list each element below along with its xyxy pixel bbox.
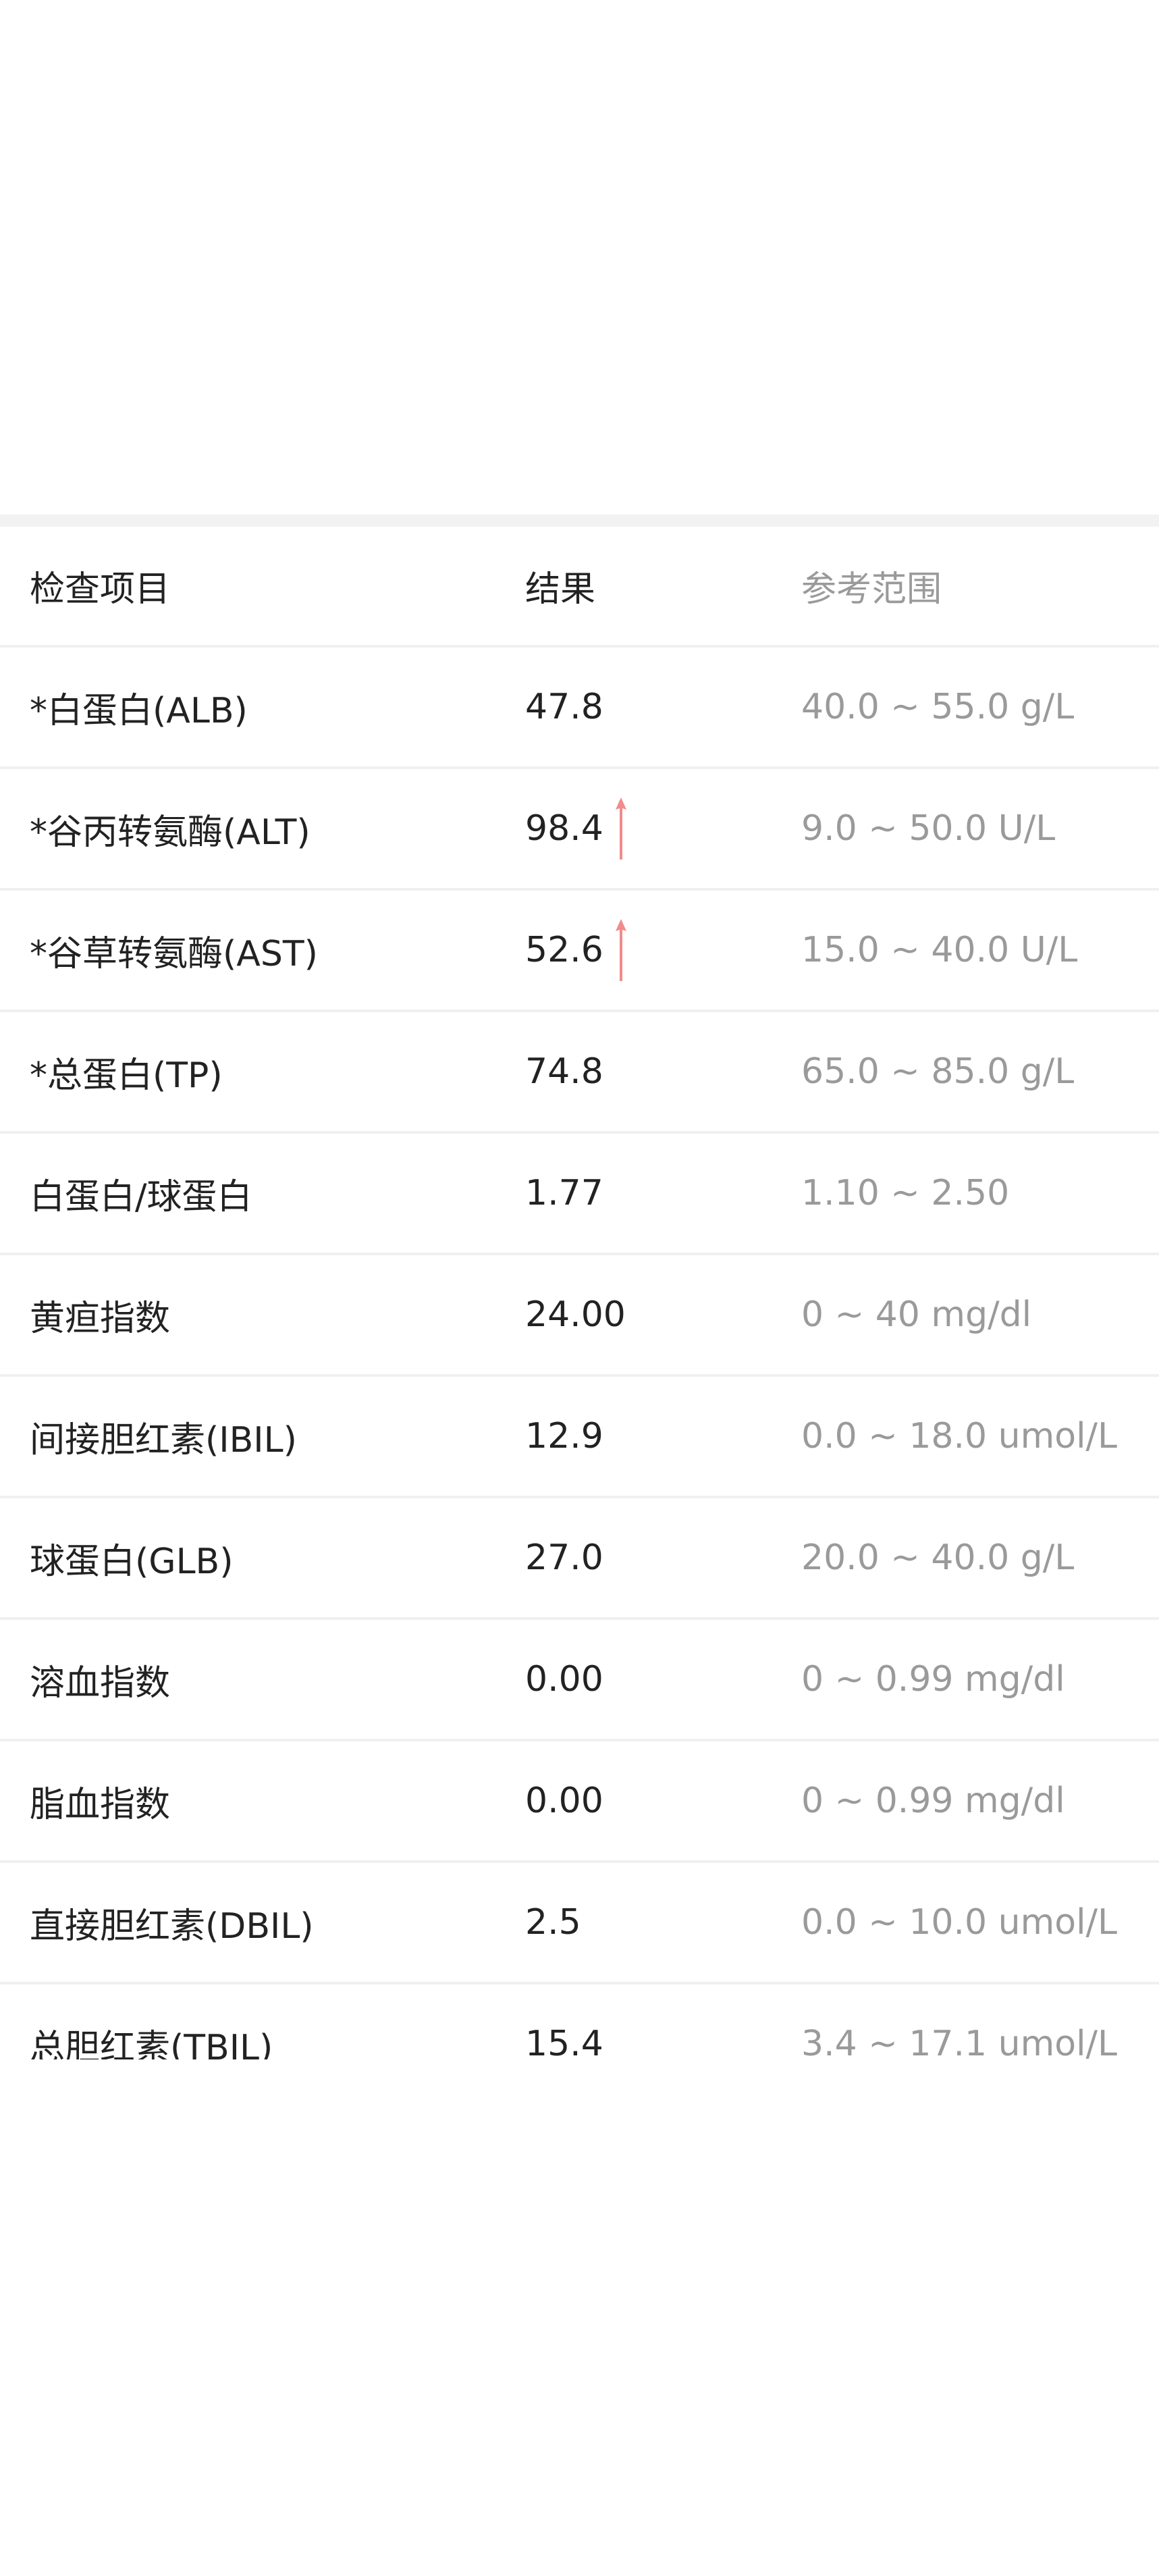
result-value: 12.9 bbox=[525, 1377, 603, 1496]
result-value: 0.00 bbox=[525, 1741, 603, 1860]
reference-range: 20.0 ~ 40.0 g/L bbox=[801, 1537, 1075, 1578]
item-name: 溶血指数 bbox=[30, 1662, 171, 1704]
result-value: 47.8 bbox=[525, 648, 603, 766]
reference-range: 0.0 ~ 10.0 umol/L bbox=[801, 1902, 1117, 1943]
result-text: 15.4 bbox=[525, 2024, 603, 2059]
table-row[interactable]: 间接胆红素(IBIL) 12.9 0.0 ~ 18.0 umol/L bbox=[0, 1377, 1159, 1498]
item-name: *白蛋白(ALB) bbox=[30, 690, 248, 731]
table-row[interactable]: 脂血指数 0.00 0 ~ 0.99 mg/dl bbox=[0, 1741, 1159, 1863]
header-result: 结果 bbox=[525, 569, 596, 610]
table-row[interactable]: 白蛋白/球蛋白 1.77 1.10 ~ 2.50 bbox=[0, 1134, 1159, 1255]
item-name: 白蛋白/球蛋白 bbox=[30, 1176, 252, 1217]
item-name: 间接胆红素(IBIL) bbox=[30, 1419, 297, 1461]
table-row[interactable]: *谷丙转氨酶(ALT) 98.4 9.0 ~ 50.0 U/L bbox=[0, 769, 1159, 891]
table-row[interactable]: *谷草转氨酶(AST) 52.6 15.0 ~ 40.0 U/L bbox=[0, 891, 1159, 1012]
result-text: 98.4 bbox=[525, 808, 603, 849]
table-row[interactable]: *总蛋白(TP) 74.8 65.0 ~ 85.0 g/L bbox=[0, 1012, 1159, 1134]
result-text: 52.6 bbox=[525, 930, 603, 970]
result-text: 27.0 bbox=[525, 1537, 603, 1578]
item-name: *谷丙转氨酶(ALT) bbox=[30, 812, 311, 853]
result-value: 52.6 bbox=[525, 891, 628, 1009]
reference-range: 65.0 ~ 85.0 g/L bbox=[801, 1051, 1075, 1092]
reference-range: 9.0 ~ 50.0 U/L bbox=[801, 808, 1056, 849]
table-header: 检查项目 结果 参考范围 bbox=[0, 527, 1159, 648]
item-name: 脂血指数 bbox=[30, 1784, 171, 1825]
table-row[interactable]: 直接胆红素(DBIL) 2.5 0.0 ~ 10.0 umol/L bbox=[0, 1863, 1159, 1984]
result-value: 74.8 bbox=[525, 1012, 603, 1131]
table-row[interactable]: *白蛋白(ALB) 47.8 40.0 ~ 55.0 g/L bbox=[0, 648, 1159, 769]
result-text: 74.8 bbox=[525, 1051, 603, 1092]
table-row[interactable]: 溶血指数 0.00 0 ~ 0.99 mg/dl bbox=[0, 1620, 1159, 1741]
reference-range: 40.0 ~ 55.0 g/L bbox=[801, 687, 1075, 727]
item-name: 黄疸指数 bbox=[30, 1298, 171, 1339]
lab-results-table[interactable]: 检查项目 结果 参考范围 *白蛋白(ALB) 47.8 40.0 ~ 55.0 g/… bbox=[0, 527, 1159, 2059]
result-value: 27.0 bbox=[525, 1498, 603, 1617]
table-row[interactable]: 总胆红素(TBIL) 15.4 3.4 ~ 17.1 umol/L bbox=[0, 1984, 1159, 2059]
result-value: 98.4 bbox=[525, 769, 628, 888]
item-name: 球蛋白(GLB) bbox=[30, 1541, 234, 1582]
item-name: *总蛋白(TP) bbox=[30, 1055, 223, 1096]
item-name: 直接胆红素(DBIL) bbox=[30, 1905, 314, 1947]
result-value: 15.4 bbox=[525, 1984, 603, 2059]
result-text: 2.5 bbox=[525, 1902, 581, 1943]
result-text: 0.00 bbox=[525, 1781, 603, 1821]
result-value: 0.00 bbox=[525, 1620, 603, 1739]
reference-range: 0 ~ 0.99 mg/dl bbox=[801, 1781, 1065, 1821]
result-value: 1.77 bbox=[525, 1134, 603, 1253]
result-text: 0.00 bbox=[525, 1659, 603, 1700]
item-name: 总胆红素(TBIL) bbox=[30, 2027, 273, 2060]
arrow-up-icon bbox=[614, 795, 628, 862]
header-reference: 参考范围 bbox=[801, 569, 942, 610]
arrow-up-icon bbox=[614, 916, 628, 984]
table-row[interactable]: 黄疸指数 24.00 0 ~ 40 mg/dl bbox=[0, 1255, 1159, 1377]
reference-range: 0 ~ 40 mg/dl bbox=[801, 1294, 1032, 1335]
result-value: 2.5 bbox=[525, 1863, 581, 1982]
result-text: 24.00 bbox=[525, 1294, 626, 1335]
reference-range: 3.4 ~ 17.1 umol/L bbox=[801, 2024, 1117, 2059]
result-text: 47.8 bbox=[525, 687, 603, 727]
item-name: *谷草转氨酶(AST) bbox=[30, 933, 318, 974]
result-text: 1.77 bbox=[525, 1173, 603, 1213]
table-row[interactable]: 球蛋白(GLB) 27.0 20.0 ~ 40.0 g/L bbox=[0, 1498, 1159, 1620]
header-item: 检查项目 bbox=[30, 569, 171, 610]
result-value: 24.00 bbox=[525, 1255, 626, 1374]
reference-range: 0.0 ~ 18.0 umol/L bbox=[801, 1416, 1117, 1456]
reference-range: 0 ~ 0.99 mg/dl bbox=[801, 1659, 1065, 1700]
section-divider-band bbox=[0, 515, 1159, 527]
result-text: 12.9 bbox=[525, 1416, 603, 1456]
reference-range: 15.0 ~ 40.0 U/L bbox=[801, 930, 1078, 970]
reference-range: 1.10 ~ 2.50 bbox=[801, 1173, 1010, 1213]
